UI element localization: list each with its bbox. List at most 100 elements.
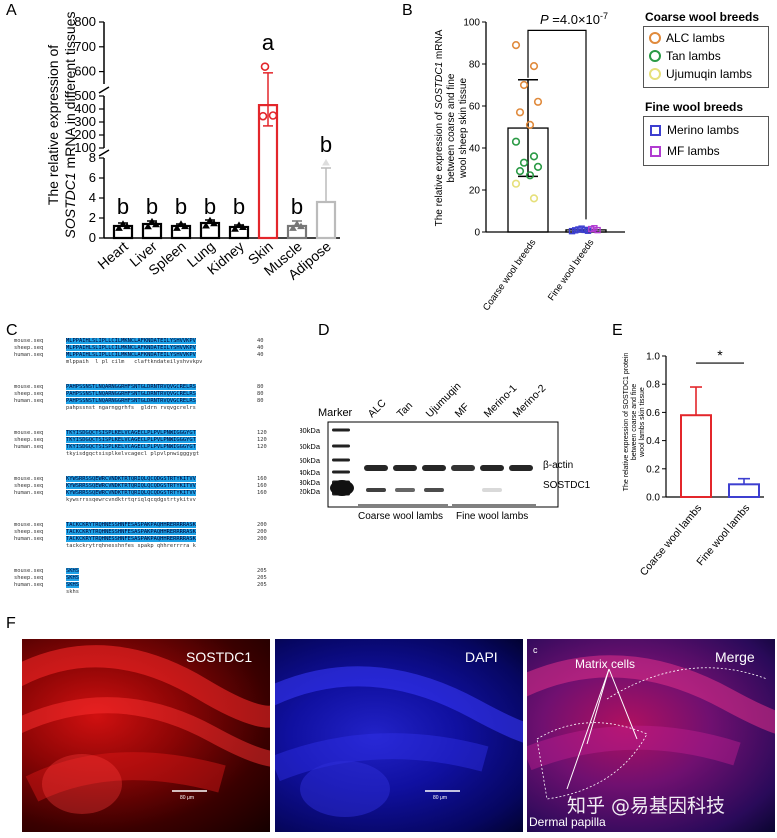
sequence-position: 160 xyxy=(257,490,267,496)
sequence-name: human.seq xyxy=(14,352,44,358)
alignment-row: human.seq SKHS 205 xyxy=(14,582,304,589)
point-b-coarse xyxy=(519,158,529,167)
legend-item-alc: ALC lambs xyxy=(649,31,725,45)
point-a xyxy=(239,223,247,231)
point-b-coarse xyxy=(529,194,539,203)
sequence-position: 80 xyxy=(257,391,264,397)
panel-label-e: E xyxy=(612,322,623,339)
sequence-name: mouse.seq xyxy=(14,522,44,528)
sequence-position: 205 xyxy=(257,568,267,574)
lane-label: MF xyxy=(453,401,472,420)
point-a xyxy=(181,222,189,230)
category-e: Fine wool lambs xyxy=(694,502,752,568)
axis-a-tick-label: 4 xyxy=(89,190,96,205)
blot-membrane xyxy=(327,421,559,508)
axis-a-tick-label: 200 xyxy=(74,127,96,142)
sequence-residues: TACKCKRYTRQHNESSHNFESASPAKPAQHHRERRRRASK xyxy=(66,536,197,542)
sequence-name: mouse.seq xyxy=(14,338,44,344)
chart-e-ylabel-3: wool lambs skin tissue xyxy=(639,387,646,458)
chart-a-ylabel-rest: mRNA in different tissues xyxy=(62,12,78,173)
sequence-position: 200 xyxy=(257,536,267,542)
sig-bracket-b xyxy=(527,29,587,220)
lane-label: Tan xyxy=(395,400,416,421)
alignment-row: human.seq PAHPSSNSTLNQARNGGRHFSNTGLDRNTRV… xyxy=(14,398,304,405)
point-b-fine xyxy=(594,226,601,234)
sequence-residues: MLPPAIHLSLIPLLCILMKNCLAFKNDATEILYSHVVKPV xyxy=(66,338,197,344)
axis-e-tick-label: 0.0 xyxy=(646,493,660,504)
ladder-label: 30kDa xyxy=(300,478,321,487)
alignment-row: sheep.seq KYWSRRSSQEWRCVNDKTRTQRIQLQCQDGS… xyxy=(14,483,304,490)
category-a-heart: Heart xyxy=(94,238,131,272)
axis-e-tick-label: 0.2 xyxy=(646,464,660,475)
point-a xyxy=(289,224,297,231)
sequence-name: sheep.seq xyxy=(14,391,44,397)
point-a xyxy=(144,222,152,230)
point-a xyxy=(115,224,123,231)
sig-letter-a: b xyxy=(117,194,129,219)
axis-a-tick-label: 600 xyxy=(74,64,96,79)
consensus-sequence: mlppaih l pl cilm claftkndateilyshvvkpv xyxy=(66,359,203,365)
ladder-band xyxy=(332,428,350,432)
consensus-row: kywsrrssqewrcvndktrtqriqlqcqdgstrtykitvv xyxy=(14,497,304,504)
legend-label-alc: ALC lambs xyxy=(666,31,725,45)
band-actin xyxy=(364,465,388,471)
axis-a-tick-label: 100 xyxy=(74,140,96,155)
band-sostdc1 xyxy=(482,488,502,492)
chart-b-p-value: =4.0×10 xyxy=(549,12,600,27)
point-b-coarse xyxy=(515,167,525,176)
legend-item-ujumuqin: Ujumuqin lambs xyxy=(649,67,752,81)
point-a-adipose xyxy=(322,159,330,166)
sequence-position: 40 xyxy=(257,345,264,351)
point-b-coarse xyxy=(525,120,535,129)
chart-b-p-prefix: P xyxy=(540,12,549,27)
watermark: 知乎 @易基因科技 xyxy=(567,795,726,817)
ladder-band xyxy=(332,444,350,448)
scale-bar-label-2: 80 μm xyxy=(433,795,447,801)
sequence-position: 160 xyxy=(257,483,267,489)
alignment-block: mouse.seq PAHPSSNSTLNQARNGGRHFSNTGLDRNTRV… xyxy=(14,384,304,412)
chart-b-ylabel-gene: SOSTDC1 xyxy=(434,62,445,109)
point-b-coarse xyxy=(525,171,535,180)
consensus-row: tackckrytrqhnesshnfes spakp qhhrerrrra k xyxy=(14,543,304,550)
alignment-row: sheep.seq SKHS 205 xyxy=(14,575,304,582)
sequence-name: human.seq xyxy=(14,398,44,404)
axis-a-tick-label: 0 xyxy=(89,230,96,245)
chart-b-pvalue: P =4.0×10-7 xyxy=(540,11,608,27)
point-b-coarse xyxy=(511,40,521,50)
sequence-position: 200 xyxy=(257,522,267,528)
sig-letter-a: b xyxy=(320,132,332,157)
sequence-residues: PAHPSSNSTLNQARNGGRHFSNTGLDRNTRVQVGCRELRS xyxy=(66,384,197,390)
legend-label-ujumuqin: Ujumuqin lambs xyxy=(666,67,753,81)
panel-label-d: D xyxy=(318,322,330,339)
point-b-fine xyxy=(581,226,589,234)
sig-letter-a: b xyxy=(291,194,303,219)
axis-b-tick-label: 0 xyxy=(474,228,480,239)
ladder-band xyxy=(332,470,350,474)
legend-coarse-title: Coarse wool breeds xyxy=(645,10,760,24)
point-b-coarse xyxy=(511,179,521,188)
chart-b-ylabel-3: wool sheep skin tissue xyxy=(458,78,469,179)
band-actin xyxy=(509,465,533,471)
axis-b-tick-label: 80 xyxy=(469,60,481,71)
point-a xyxy=(152,220,160,228)
point-a xyxy=(297,222,305,230)
micro-sostdc1-texture xyxy=(22,645,270,814)
axis-b-tick-label: 60 xyxy=(469,102,481,113)
band-actin xyxy=(451,465,475,471)
alc-marker-icon xyxy=(649,32,661,44)
sequence-position: 200 xyxy=(257,529,267,535)
band-sostdc1 xyxy=(366,488,386,492)
chart-a-ylabel-line1: The relative expression of xyxy=(45,45,61,205)
sequence-position: 120 xyxy=(257,437,267,443)
point-a xyxy=(119,220,127,227)
axis-a-tick-label: 2 xyxy=(89,210,96,225)
ladder-band xyxy=(332,458,350,462)
sequence-residues: PAHPSSNSTLNQARNGGRHFSNTGLDRNTRVQVGCRELRS xyxy=(66,391,197,397)
chart-b-ylabel-1: The relative expression of SOSTDC1 mRNA xyxy=(434,29,445,226)
alignment-row: sheep.seq TKYISDGQCTSISPLKELVCAGECLPLPVLP… xyxy=(14,437,304,444)
mf-marker-icon xyxy=(650,145,661,157)
legend-fine: Merino lambs MF lambs xyxy=(643,116,769,166)
chart-b-ylabel-post: mRNA xyxy=(434,29,445,62)
micro-corner-label: c xyxy=(533,645,538,655)
